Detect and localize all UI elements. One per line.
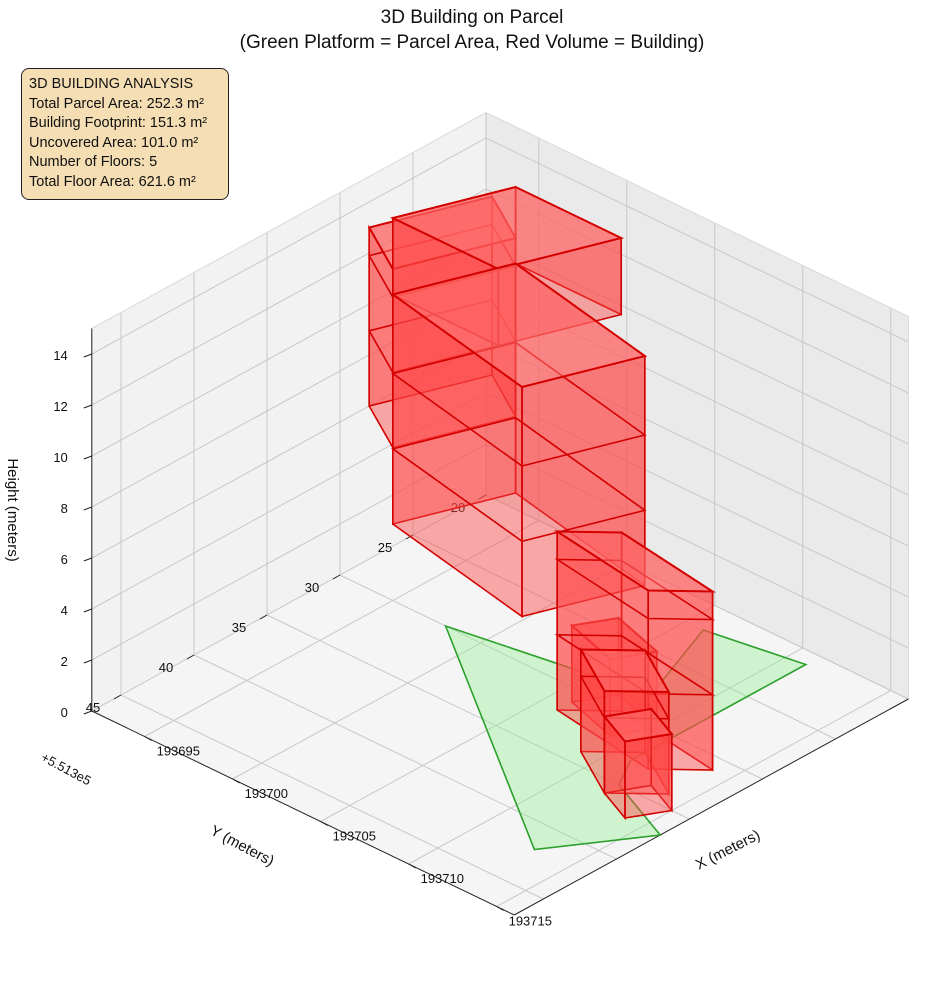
info-box: 3D BUILDING ANALYSIS Total Parcel Area: … [21, 68, 229, 200]
x-tick [496, 906, 504, 911]
y-tick-label: 30 [305, 580, 319, 595]
building-face [624, 733, 673, 819]
y-tick [405, 534, 414, 540]
pane-floor [91, 495, 909, 915]
info-footprint: Building Footprint: 151.3 m² [29, 115, 208, 131]
floor-line [554, 633, 716, 696]
z-tick [83, 455, 92, 460]
building-roof [602, 707, 674, 743]
info-floors: Number of Floors: 5 [29, 154, 158, 170]
z-tick [83, 353, 92, 358]
grid-z [91, 188, 909, 406]
z-tick-label: 10 [53, 450, 67, 465]
z-tick-label: 0 [61, 705, 68, 720]
y-tick [332, 574, 341, 580]
x-tick [408, 863, 416, 869]
y-tick-label: 25 [378, 540, 392, 555]
x-axis-label: X (meters) [693, 827, 763, 874]
x-tick [320, 821, 328, 826]
z-tick [83, 557, 92, 562]
pane-left [91, 112, 487, 711]
y-offset-label: +5.513e5 [39, 749, 94, 788]
chart-title-line1: 3D Building on Parcel [380, 7, 564, 28]
x-axis-line [513, 698, 909, 916]
y-tick-label: 40 [159, 660, 173, 675]
grid-z [91, 137, 909, 355]
x-tick [144, 736, 152, 741]
y-tick [186, 654, 195, 660]
z-tick [83, 659, 92, 664]
z-tick-label: 6 [61, 552, 68, 567]
info-parcel-area: Total Parcel Area: 252.3 m² [29, 95, 204, 112]
y-tick-label: 45 [86, 700, 100, 715]
x-tick [232, 778, 240, 784]
z-tick-label: 12 [53, 399, 67, 414]
building-roof [579, 648, 671, 694]
z-axis-label: Height (meters) [4, 458, 21, 561]
x-tick-label: 193715 [509, 914, 552, 929]
z-tick [83, 710, 92, 715]
z-tick-label: 8 [61, 501, 68, 516]
building-roof [389, 185, 625, 271]
chart-title-line2: (Green Platform = Parcel Area, Red Volum… [239, 32, 705, 53]
info-heading: 3D BUILDING ANALYSIS [29, 76, 194, 92]
grid-z [91, 392, 909, 610]
info-floor-area: Total Floor Area: 621.6 m² [29, 173, 196, 190]
y-tick-label: 35 [232, 620, 246, 635]
z-tick [83, 506, 92, 511]
y-tick [259, 614, 268, 620]
building-roof [553, 530, 717, 593]
z-tick-label: 2 [61, 654, 68, 669]
y-axis-line [91, 710, 515, 916]
z-tick-label: 4 [61, 603, 68, 618]
z-tick-label: 14 [53, 348, 67, 363]
z-tick [83, 608, 92, 613]
building-roof [390, 262, 648, 389]
y-tick [478, 494, 487, 500]
x-tick-label: 193695 [157, 744, 200, 759]
info-uncovered: Uncovered Area: 101.0 m² [29, 134, 199, 151]
z-tick [83, 404, 92, 409]
x-tick-label: 193705 [333, 829, 376, 844]
x-tick-label: 193700 [245, 786, 288, 801]
y-tick [113, 694, 122, 700]
pane-edge [91, 111, 909, 329]
grid-z [91, 443, 909, 661]
y-axis-label: Y (meters) [207, 822, 277, 870]
x-tick-label: 193710 [421, 871, 464, 886]
